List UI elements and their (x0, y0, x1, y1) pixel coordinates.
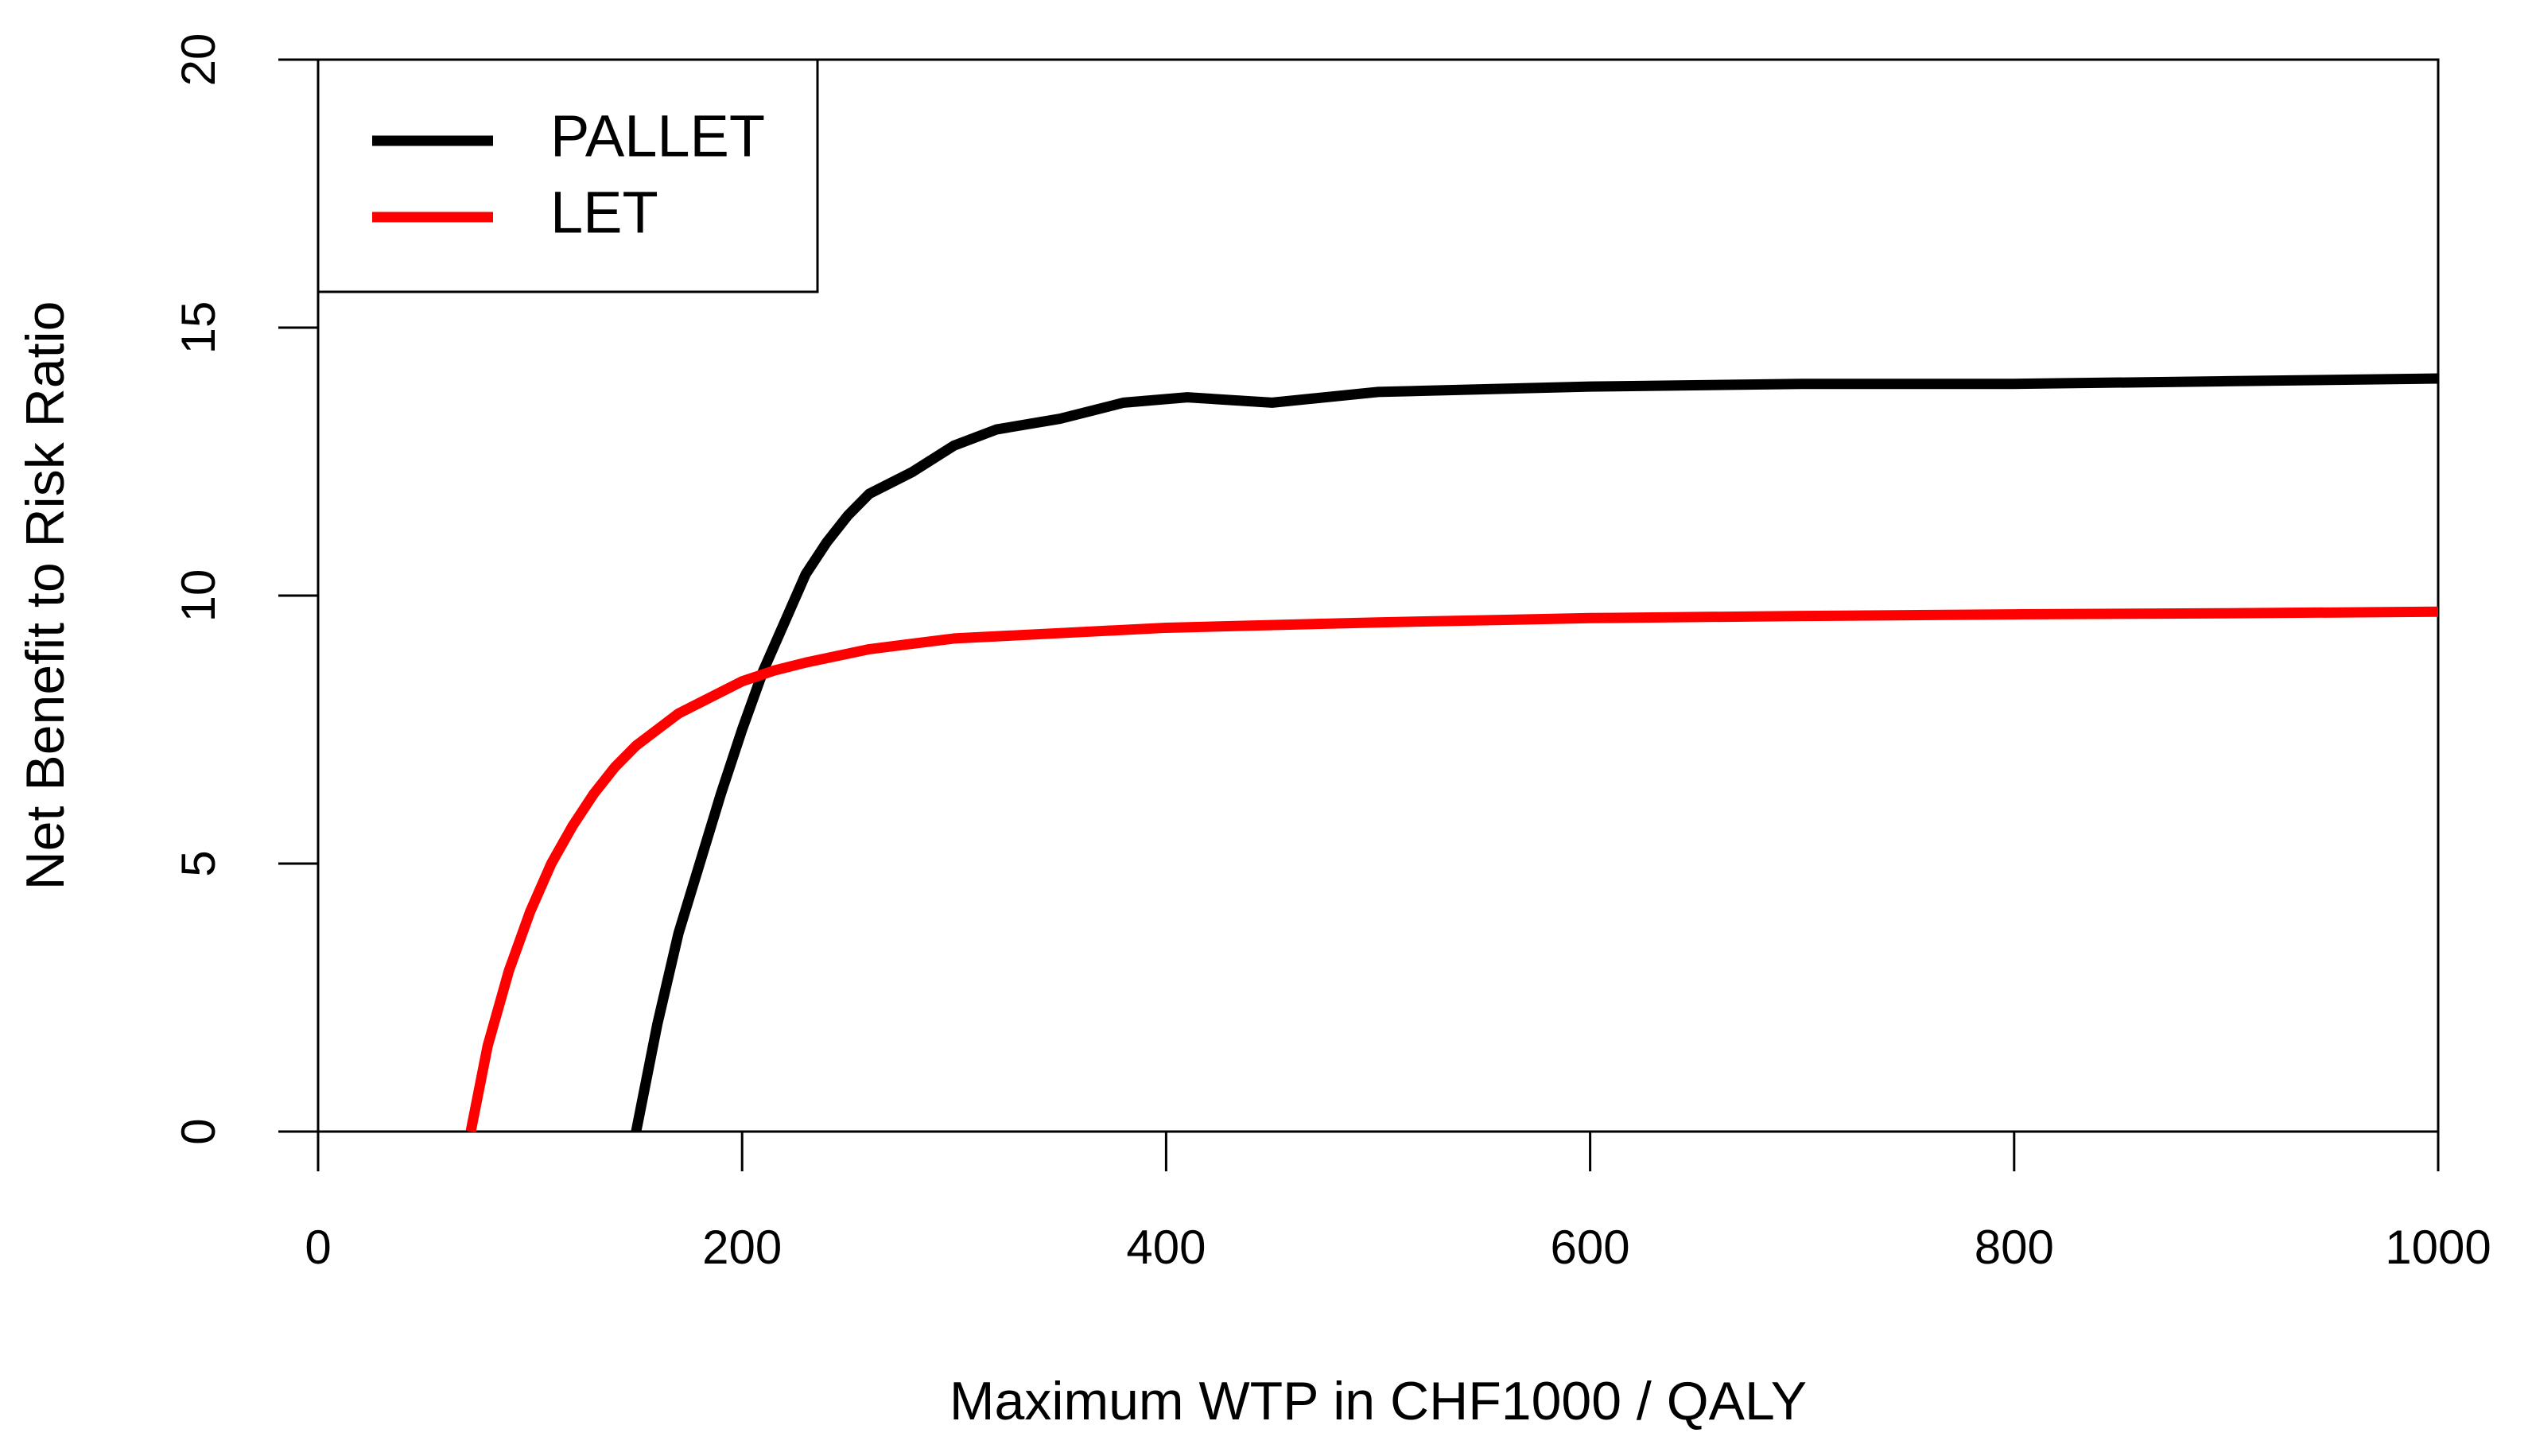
x-tick-label: 0 (305, 1221, 331, 1274)
y-axis-label: Net Benefit to Risk Ratio (15, 301, 76, 891)
x-tick-label: 800 (1975, 1221, 2054, 1274)
y-tick-label: 5 (172, 850, 225, 876)
y-tick-label: 0 (172, 1118, 225, 1144)
legend-label: PALLET (550, 103, 765, 169)
x-tick-label: 600 (1551, 1221, 1630, 1274)
y-tick-label: 10 (172, 569, 225, 623)
legend-box (316, 58, 819, 293)
line-series (465, 606, 2439, 1133)
y-tick-label: 15 (172, 301, 225, 355)
legend-label: LET (550, 180, 658, 246)
line-series (631, 373, 2439, 1133)
x-tick-label: 400 (1126, 1221, 1206, 1274)
x-tick-label: 200 (702, 1221, 782, 1274)
y-tick-label: 20 (172, 33, 225, 87)
x-tick-label: 1000 (2385, 1221, 2491, 1274)
x-axis-label: Maximum WTP in CHF1000 / QALY (950, 1371, 1807, 1431)
